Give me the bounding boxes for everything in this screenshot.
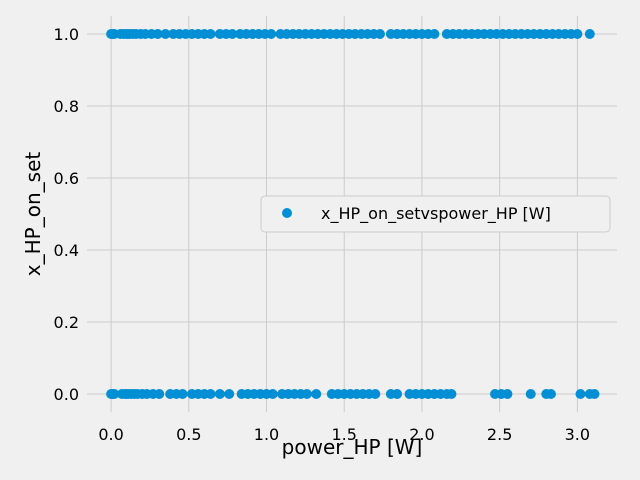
data-point <box>205 389 216 399</box>
data-point <box>227 29 238 39</box>
data-point <box>205 29 216 39</box>
y-tick-label: 0.8 <box>54 97 79 116</box>
x-tick-label: 0.5 <box>176 425 201 444</box>
data-point <box>429 29 440 39</box>
y-tick-label: 0.2 <box>54 313 79 332</box>
y-axis-label: x_HP_on_set <box>21 152 45 277</box>
x-tick-label: 2.5 <box>487 425 512 444</box>
data-point <box>575 389 586 399</box>
data-point <box>584 29 595 39</box>
data-points <box>106 29 600 399</box>
x-tick-label: 1.5 <box>332 425 357 444</box>
y-tick-label: 0.0 <box>54 385 79 404</box>
data-point <box>392 389 403 399</box>
legend-box <box>260 195 611 233</box>
data-point <box>267 389 278 399</box>
data-point <box>160 29 171 39</box>
data-point <box>589 389 600 399</box>
y-tick-label: 0.4 <box>54 241 79 260</box>
data-point <box>502 389 513 399</box>
legend-marker <box>282 208 292 218</box>
data-point <box>374 29 385 39</box>
y-tick-label: 1.0 <box>54 25 79 44</box>
data-point <box>266 29 277 39</box>
x-axis-ticks: 0.0 0.5 1.0 1.5 2.0 2.5 3.0 <box>98 425 590 444</box>
y-axis-ticks: 0.0 0.2 0.4 0.6 0.8 1.0 <box>54 25 79 404</box>
data-point <box>446 389 457 399</box>
legend: x_HP_on_setvspower_HP [W] <box>260 195 611 233</box>
data-point <box>311 389 322 399</box>
data-point <box>214 389 225 399</box>
x-tick-label: 1.0 <box>254 425 279 444</box>
data-point <box>301 389 312 399</box>
data-point <box>572 29 583 39</box>
x-axis-label: power_HP [W] <box>282 435 423 459</box>
data-point <box>525 389 536 399</box>
x-tick-label: 3.0 <box>565 425 590 444</box>
data-point <box>370 389 381 399</box>
x-tick-label: 2.0 <box>409 425 434 444</box>
data-point <box>177 389 188 399</box>
data-point <box>109 389 120 399</box>
data-point <box>152 29 163 39</box>
x-tick-label: 0.0 <box>98 425 123 444</box>
data-point <box>224 389 235 399</box>
legend-label: x_HP_on_setvspower_HP [W] <box>321 204 551 224</box>
y-tick-label: 0.6 <box>54 169 79 188</box>
data-point <box>545 389 556 399</box>
data-point <box>154 389 165 399</box>
